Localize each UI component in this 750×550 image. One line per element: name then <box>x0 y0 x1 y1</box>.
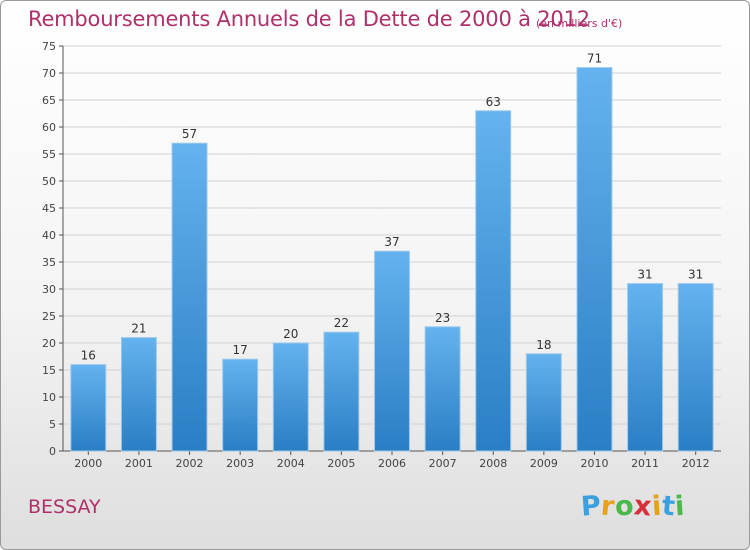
y-tick-label: 0 <box>49 445 56 458</box>
y-tick-label: 70 <box>42 67 56 80</box>
bar <box>424 326 461 452</box>
x-tick-label: 2003 <box>226 457 254 470</box>
y-tick-label: 75 <box>42 40 56 53</box>
logo-letter: i <box>674 490 687 523</box>
bar <box>272 342 309 452</box>
place-name: BESSAY <box>28 496 101 518</box>
bar-value-label: 63 <box>486 95 501 109</box>
bar-value-label: 71 <box>587 52 602 66</box>
bar <box>627 283 664 452</box>
bar-value-label: 22 <box>334 316 349 330</box>
bar-value-label: 21 <box>131 322 146 336</box>
y-tick-label: 30 <box>42 283 56 296</box>
y-tick-label: 50 <box>42 175 56 188</box>
y-tick-label: 55 <box>42 148 56 161</box>
bar <box>323 331 360 452</box>
bar-value-label: 23 <box>435 311 450 325</box>
x-tick-label: 2006 <box>378 457 406 470</box>
y-tick-label: 25 <box>42 310 56 323</box>
bar <box>70 364 107 452</box>
bar <box>222 358 259 452</box>
x-tick-label: 2012 <box>682 457 710 470</box>
x-tick-label: 2009 <box>530 457 558 470</box>
bar-value-label: 18 <box>536 338 551 352</box>
bar <box>374 250 410 452</box>
x-tick-label: 2000 <box>74 457 102 470</box>
bar <box>576 67 613 452</box>
proxiti-logo: Proxiti <box>580 490 687 523</box>
y-tick-label: 15 <box>42 364 56 377</box>
x-tick-label: 2001 <box>125 457 153 470</box>
x-tick-label: 2011 <box>631 457 659 470</box>
y-tick-label: 35 <box>42 256 56 269</box>
bar <box>475 110 512 452</box>
bar <box>120 337 157 452</box>
bar-value-label: 20 <box>283 327 298 341</box>
bar-value-label: 37 <box>384 235 399 249</box>
bar-value-label: 16 <box>81 349 96 363</box>
y-tick-label: 45 <box>42 202 56 215</box>
bars: 16 21 57 17 20 22 37 23 63 18 71 31 31 <box>70 52 714 452</box>
chart-title: Remboursements Annuels de la Dette de 20… <box>28 7 590 31</box>
x-tick-label: 2004 <box>277 457 305 470</box>
x-tick-label: 2005 <box>327 457 355 470</box>
bar-value-label: 31 <box>688 268 703 282</box>
x-tick-label: 2002 <box>176 457 204 470</box>
x-tick-label: 2007 <box>429 457 457 470</box>
bar <box>677 283 714 452</box>
y-tick-label: 5 <box>49 418 56 431</box>
x-tick-label: 2008 <box>479 457 507 470</box>
bar-value-label: 57 <box>182 127 197 141</box>
y-tick-label: 60 <box>42 121 56 134</box>
y-tick-label: 65 <box>42 94 56 107</box>
bar <box>171 142 208 452</box>
bar <box>525 353 562 452</box>
y-tick-label: 20 <box>42 337 56 350</box>
bar-value-label: 17 <box>233 343 248 357</box>
bar-value-label: 31 <box>637 268 652 282</box>
chart-unit: (en milliers d'€) <box>536 17 623 30</box>
y-tick-label: 40 <box>42 229 56 242</box>
x-tick-label: 2010 <box>580 457 608 470</box>
y-tick-label: 10 <box>42 391 56 404</box>
